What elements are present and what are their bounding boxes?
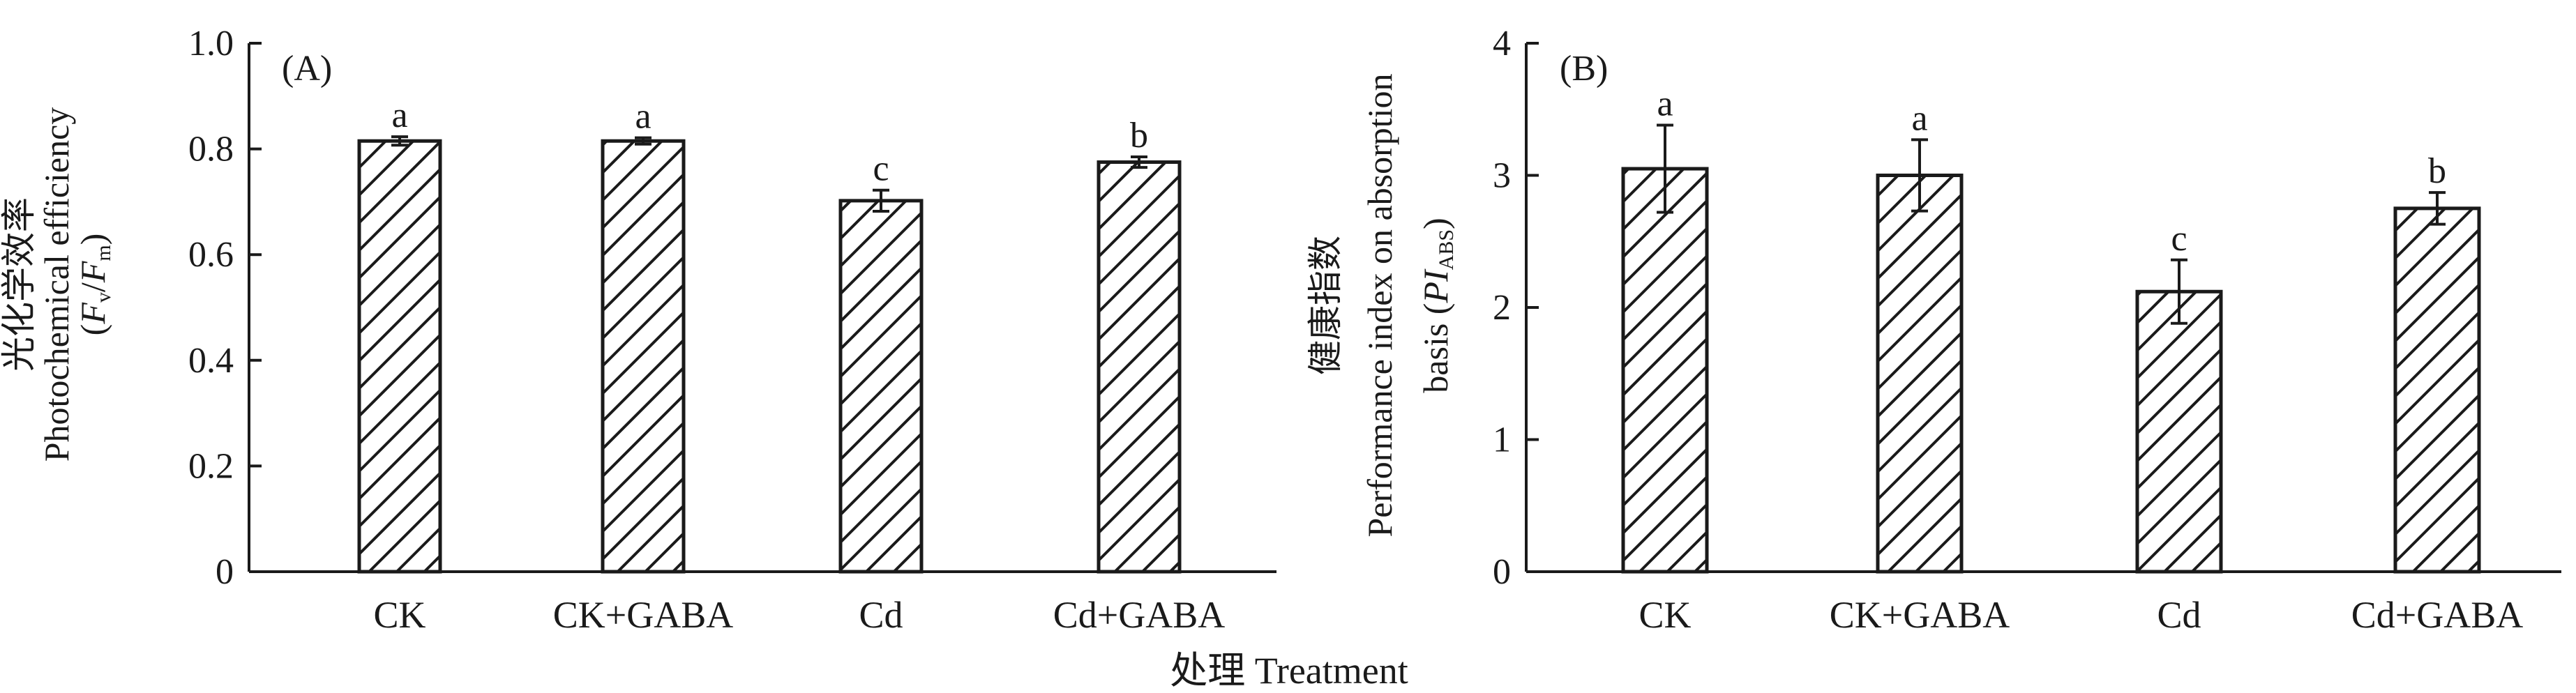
- panel-b-y-axis-label: 健康指数 Performance index on absorption bas…: [1306, 73, 1458, 537]
- panel-a-plot: 0 0.2 0.4 0.6 0.8 1.0 a CK a CK+GABA c Cd b Cd+GABA: [188, 24, 1276, 636]
- panel-a-bar: [357, 139, 442, 574]
- panel-b-ylabel-unit-pi: PI: [1416, 268, 1455, 304]
- panel-a-significance-label: a: [635, 97, 651, 137]
- panel-a-category-label: CK: [373, 594, 425, 636]
- panel-a-ylabel-unit-sub2: m: [92, 245, 115, 261]
- panel-a-ylabel-unit-close: ): [73, 234, 112, 245]
- panel-a-ylabel-unit-sub1: v: [92, 292, 115, 303]
- panel-b-y-tick-label: 3: [1493, 156, 1511, 196]
- panel-a-bar: [838, 199, 924, 574]
- panel-b: 健康指数 Performance index on absorption bas…: [1306, 24, 2561, 636]
- panel-a: 光化学效率 Photochemical efficiency (Fv/Fm) (…: [0, 24, 1276, 636]
- panel-a-y-tick-label: 1.0: [188, 24, 234, 63]
- panel-b-bar: [2135, 289, 2223, 574]
- panel-b-significance-label: a: [1657, 84, 1673, 123]
- panel-b-bar: [1876, 174, 1964, 574]
- panel-a-y-tick-label: 0.8: [188, 130, 234, 169]
- panel-a-ylabel-unit-slash: /: [73, 282, 112, 292]
- panel-b-significance-label: b: [2428, 151, 2446, 191]
- panel-b-category-label: CK: [1639, 594, 1691, 636]
- panel-a-ylabel-zh: 光化学效率: [0, 197, 38, 372]
- panel-a-y-tick-label: 0.2: [188, 446, 234, 486]
- panel-b-ylabel-unit-close: ): [1416, 218, 1455, 229]
- panel-b-label: (B): [1560, 49, 1608, 89]
- panel-a-y-tick-label: 0.6: [188, 235, 234, 275]
- panel-a-y-tick-label: 0: [216, 552, 234, 592]
- panel-b-plot: 0 1 2 3 4 a CK a CK+GABA c Cd b Cd+GABA: [1493, 24, 2561, 636]
- panel-b-bar: [2393, 206, 2481, 574]
- panel-a-category-label: Cd+GABA: [1053, 594, 1225, 636]
- panel-a-category-label: Cd: [859, 594, 903, 636]
- panel-a-y-axis-label: 光化学效率 Photochemical efficiency (Fv/Fm): [0, 107, 115, 462]
- panel-a-ylabel-en: Photochemical efficiency: [37, 107, 76, 462]
- panel-a-ylabel-unit-open: (: [73, 324, 112, 336]
- panel-a-ylabel-unit: (Fv/Fm): [73, 234, 115, 336]
- panel-b-ylabel-unit: basis (PIABS): [1416, 218, 1458, 393]
- panel-a-bar: [1097, 160, 1182, 574]
- panel-b-bar: [1621, 167, 1709, 574]
- panel-b-category-label: CK+GABA: [1830, 594, 2010, 636]
- panel-a-significance-label: b: [1130, 116, 1148, 155]
- panel-b-significance-label: a: [1911, 98, 1927, 138]
- panel-b-y-tick-label: 0: [1493, 552, 1511, 592]
- panel-b-ylabel-en: Performance index on absorption: [1360, 73, 1399, 537]
- panel-a-ylabel-unit-f2: F: [73, 261, 112, 283]
- x-axis-title: 处理 Treatment: [1170, 650, 1408, 692]
- panel-a-y-tick-label: 0.4: [188, 341, 234, 381]
- panel-b-ylabel-zh: 健康指数: [1306, 236, 1345, 375]
- panel-b-ylabel-unit-pre: basis (: [1416, 303, 1455, 393]
- panel-a-significance-label: c: [873, 149, 889, 189]
- panel-b-category-label: Cd+GABA: [2351, 594, 2523, 636]
- panel-b-y-tick-label: 2: [1493, 288, 1511, 328]
- panel-b-ylabel-unit-sub: ABS: [1435, 229, 1458, 270]
- panel-b-y-tick-label: 4: [1493, 24, 1511, 63]
- panel-a-bar: [601, 139, 686, 574]
- panel-b-significance-label: c: [2171, 219, 2187, 259]
- panel-b-category-label: Cd: [2157, 594, 2201, 636]
- panel-a-category-label: CK+GABA: [553, 594, 733, 636]
- panel-b-y-tick-label: 1: [1493, 420, 1511, 460]
- panel-a-label: (A): [282, 49, 332, 89]
- panel-a-significance-label: a: [391, 96, 407, 135]
- panel-a-ylabel-unit-f1: F: [73, 303, 112, 325]
